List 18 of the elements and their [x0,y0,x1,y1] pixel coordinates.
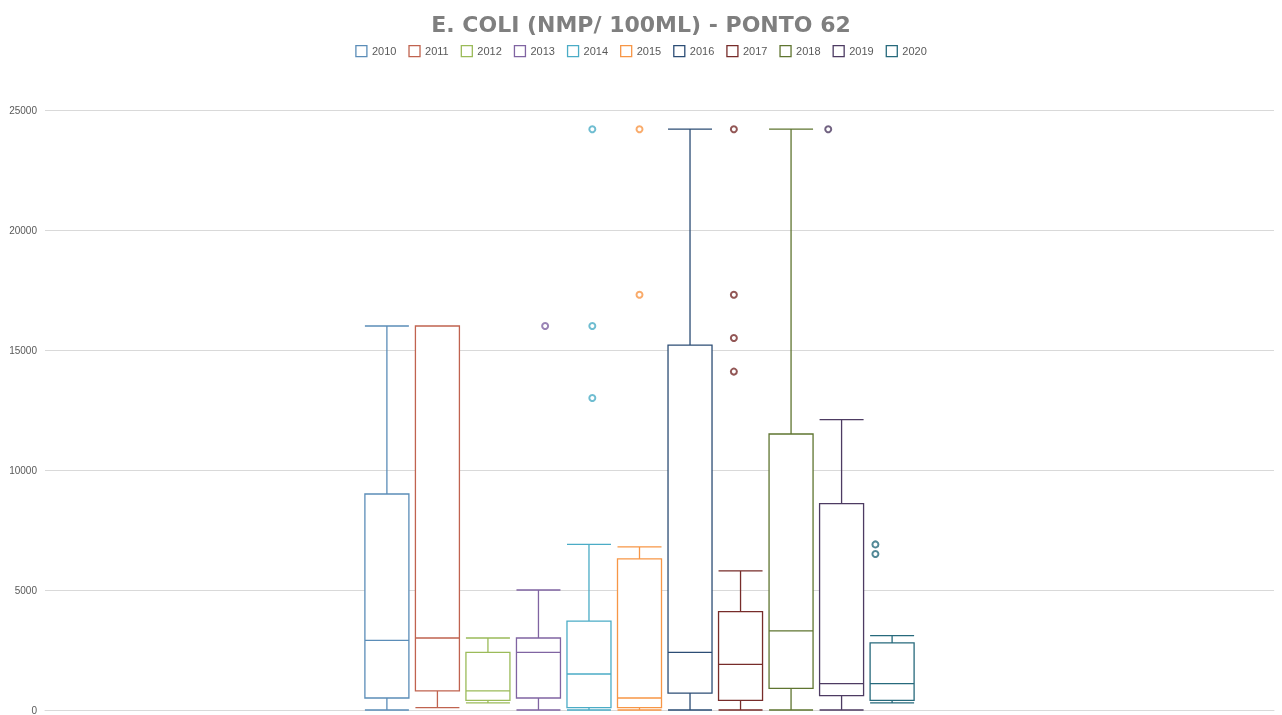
y-tick-label: 0 [31,704,38,715]
legend-label: 2017 [742,45,768,58]
y-tick-label: 20000 [9,224,38,236]
legend-label: 2013 [530,45,555,58]
legend-label: 2016 [689,45,715,58]
legend-label: 2010 [371,45,397,58]
legend-label: 2011 [425,45,449,58]
chart-title: E. COLI (NMP/ 100ML) - PONTO 62 [431,11,851,37]
legend-label: 2019 [849,45,874,58]
legend-label: 2015 [636,45,662,58]
legend-label: 2020 [902,45,927,58]
y-tick-label: 5000 [14,584,38,596]
y-tick-label: 15000 [9,344,38,356]
y-tick-label: 25000 [9,104,38,116]
legend-label: 2018 [796,45,821,58]
legend-label: 2012 [477,45,502,58]
y-tick-label: 10000 [9,464,38,476]
legend-label: 2014 [583,45,609,58]
